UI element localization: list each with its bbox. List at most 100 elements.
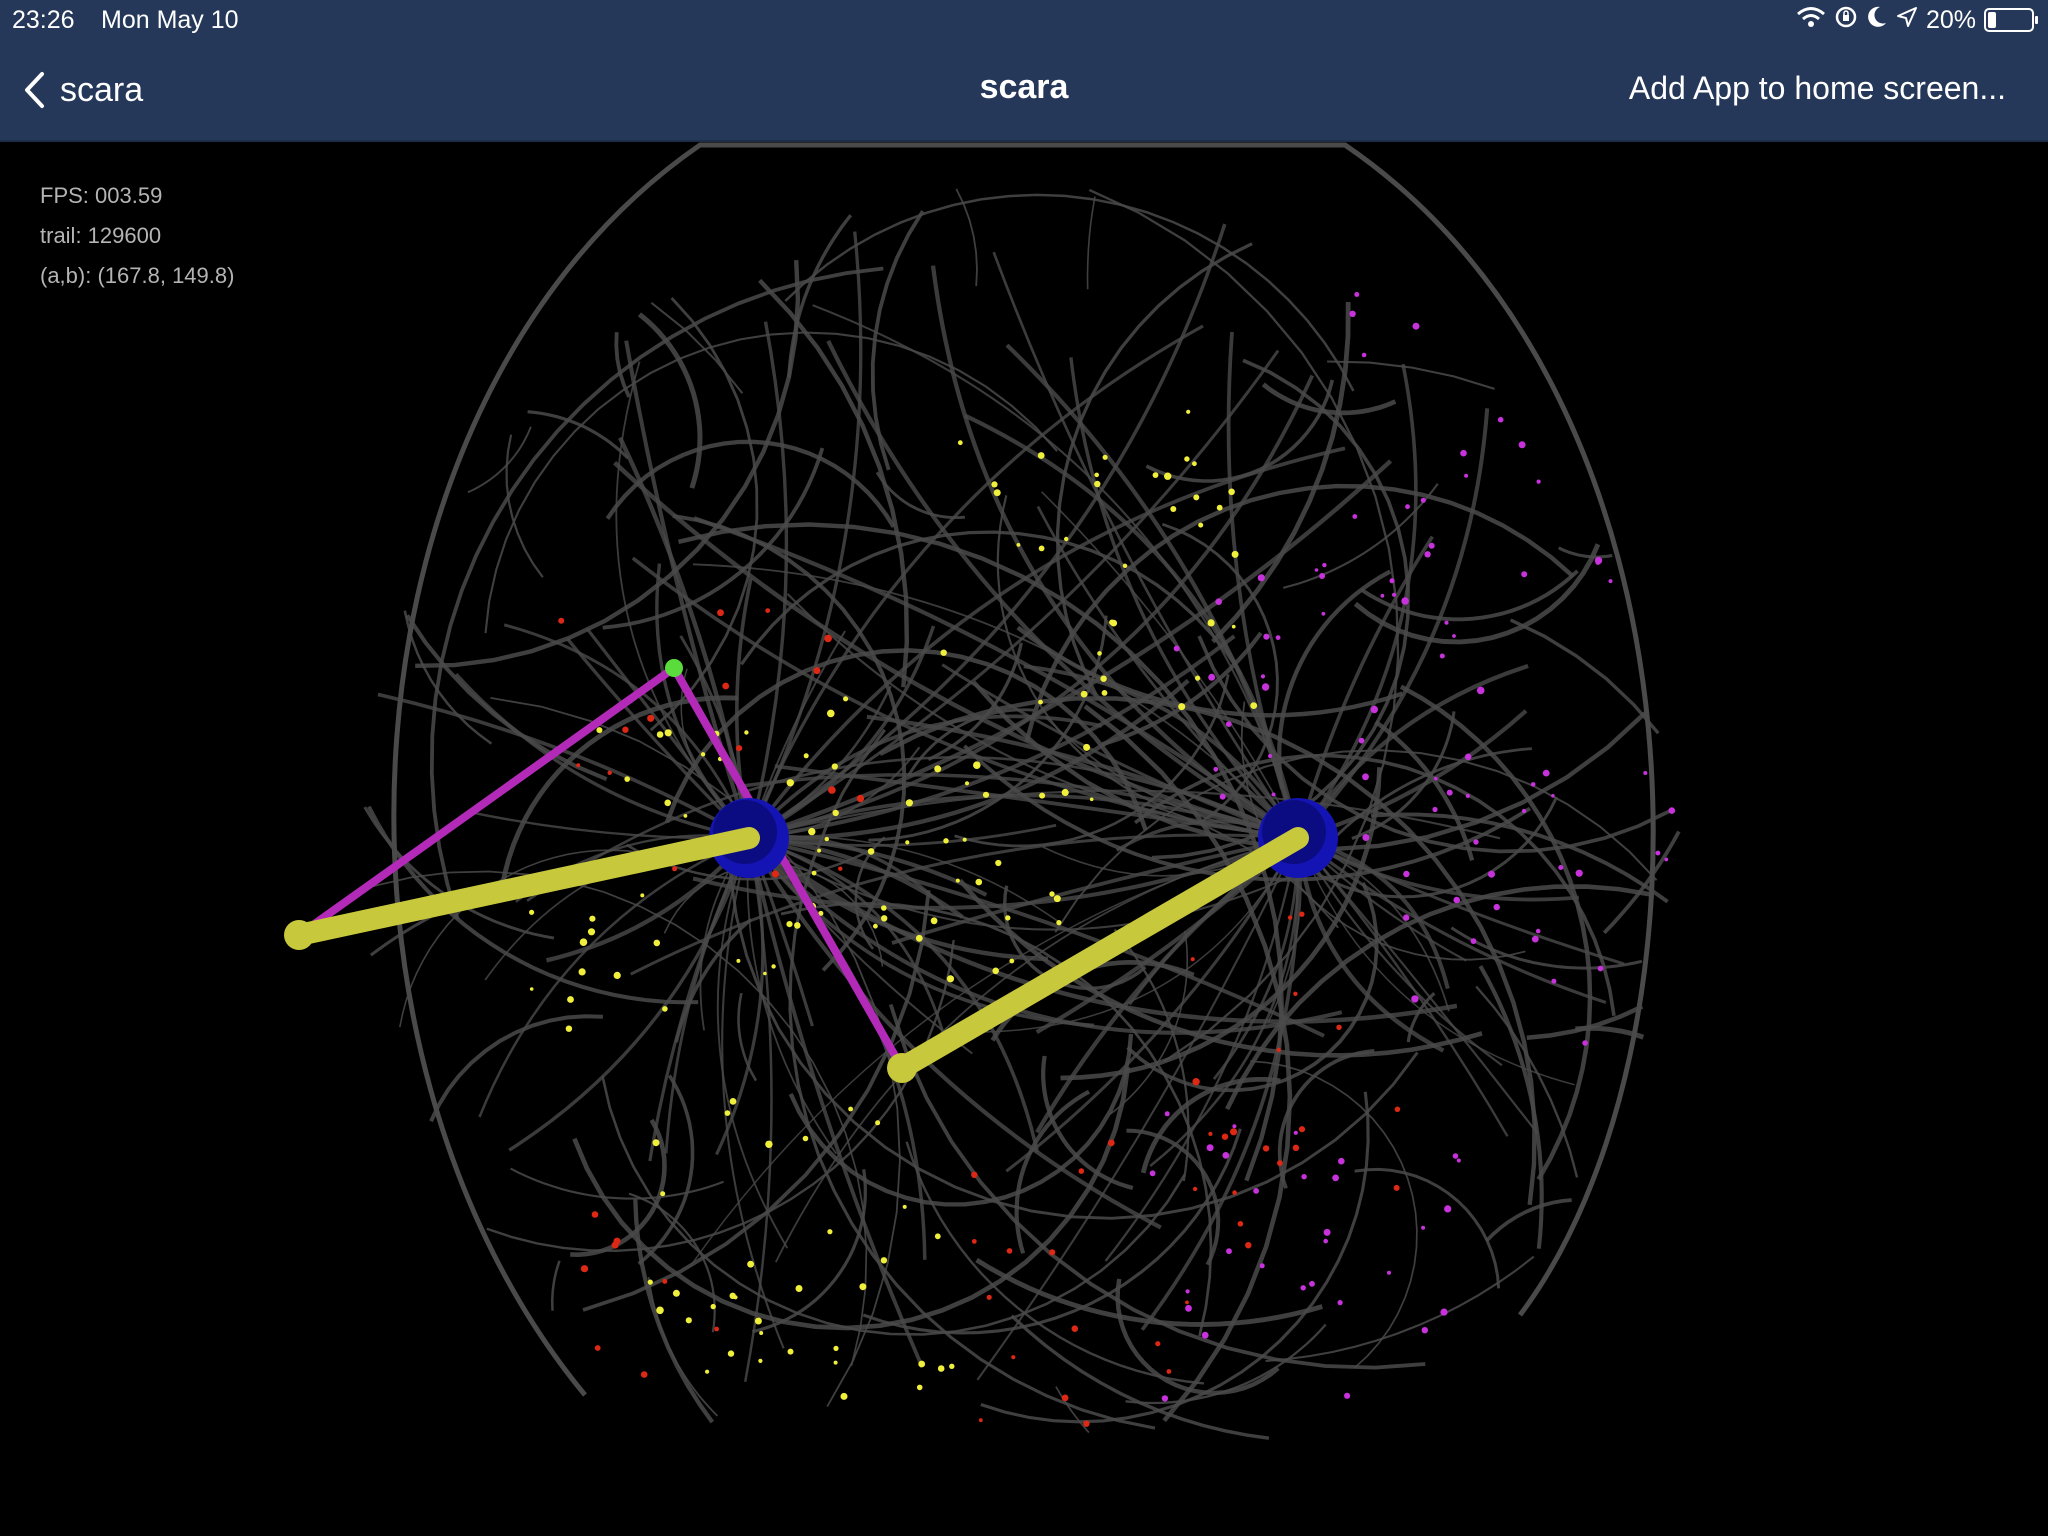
trail-dot [672,866,678,872]
trail-dot [1336,1024,1342,1031]
trail-dot [664,799,671,807]
trail-dot [1053,895,1061,903]
trail-dot [1287,915,1293,920]
trail-dot [955,878,960,883]
trail-curve [693,516,1300,840]
trail-dot [594,1345,601,1351]
trail-dot [1049,1249,1056,1256]
trail-dot [1222,1152,1230,1159]
trail-dot [1518,441,1526,449]
trail-dot [1300,1285,1306,1291]
trail-dot [1668,807,1676,814]
trail-dot [1488,870,1495,878]
trail-dot [838,866,843,871]
trail-dot [754,1317,762,1325]
trail-dot [880,1257,888,1264]
simulation-canvas[interactable] [0,140,2048,1536]
trail-dot [736,745,743,752]
trail-curve [747,837,924,1368]
location-arrow-icon [1896,6,1918,35]
trail-dot [991,481,998,488]
trail-arc [1140,1077,1281,1174]
trail-dot [1521,571,1528,578]
trail-arc [1475,985,1579,1178]
trail-dot [802,1135,809,1142]
trail-dot [916,1384,923,1391]
trail-dot [1460,449,1467,457]
trail-dot [1260,674,1266,679]
trail-dot [1394,1106,1401,1113]
trail-dot [832,809,839,817]
add-app-to-home-screen-button[interactable]: Add App to home screen... [1628,70,2006,106]
trail-dot [640,1371,648,1378]
trail-curve [748,836,1040,1153]
trail-dot [1230,1128,1238,1136]
trail-dot [1232,1124,1237,1129]
trail-dot [992,967,999,975]
trail-dot [1551,978,1557,984]
hud-fps: FPS: 003.59 [40,183,163,208]
trail-dot [1192,461,1197,467]
trail-arc [1211,301,1351,644]
right-upper-arm [891,827,1309,1079]
trail-dot [733,1295,738,1300]
trail-dots [529,292,1676,1427]
back-button[interactable]: scara [22,62,143,118]
trail-dot [1011,1355,1016,1360]
trail-dot [902,1204,907,1209]
trail-dot [1575,869,1583,877]
trail-dot [1250,702,1258,709]
scara-simulation [284,142,1681,1440]
trail-dot [580,1265,589,1273]
trail-arc [875,471,966,520]
trail-arc [582,889,931,1312]
trail-dot [843,696,849,702]
moon-icon [1866,5,1888,36]
trail-arc [1484,1198,1572,1243]
trail-dot [1536,479,1541,484]
trail-dot [624,776,630,782]
trail-arc [888,1003,1426,1370]
trail-dot [817,848,822,853]
trail-arc [955,188,978,287]
trail-dot [1263,633,1270,640]
trail-arc [1041,1055,1134,1191]
trail-dot [1293,1130,1298,1135]
trail-curve [992,251,1300,839]
trail-curve [1041,491,1299,839]
trail-dot [1107,1139,1115,1147]
trail-dot [1362,773,1369,781]
trail-dot [1089,797,1094,802]
trail-dot [946,975,955,983]
trail-dot [986,1294,992,1300]
hud-ab: (a,b): (167.8, 149.8) [40,263,235,288]
trail-arc [906,708,1035,777]
wifi-icon [1796,5,1826,36]
trail-curve [747,231,863,839]
trail-dot [1380,593,1385,598]
workspace-boundary [391,142,1656,1397]
trail-dot [1166,1369,1172,1374]
trail-curve [716,837,789,1249]
trail-curve [747,321,789,839]
trail-arc [1277,569,1392,789]
trail-arc [1016,625,1404,718]
trail-dot [808,827,816,836]
trail-curve [748,823,1057,847]
trail-arc [1360,569,1579,622]
trail-dot [1122,563,1128,568]
trail-dot [1221,1133,1229,1140]
trail-dot [1344,1392,1351,1399]
trail-arc [1354,1167,1501,1289]
trail-dot [943,838,949,844]
trail-dot [1190,957,1195,962]
trail-arc [1450,926,1643,970]
trail-dot [1370,705,1379,714]
trail-dot [765,1140,773,1149]
trail-dot [1178,703,1186,711]
trail-dot [794,922,801,929]
trail-dot [1056,920,1062,926]
trail-arc [1351,711,1456,840]
trail-curve [826,339,1300,840]
trail-dot [1420,497,1426,503]
